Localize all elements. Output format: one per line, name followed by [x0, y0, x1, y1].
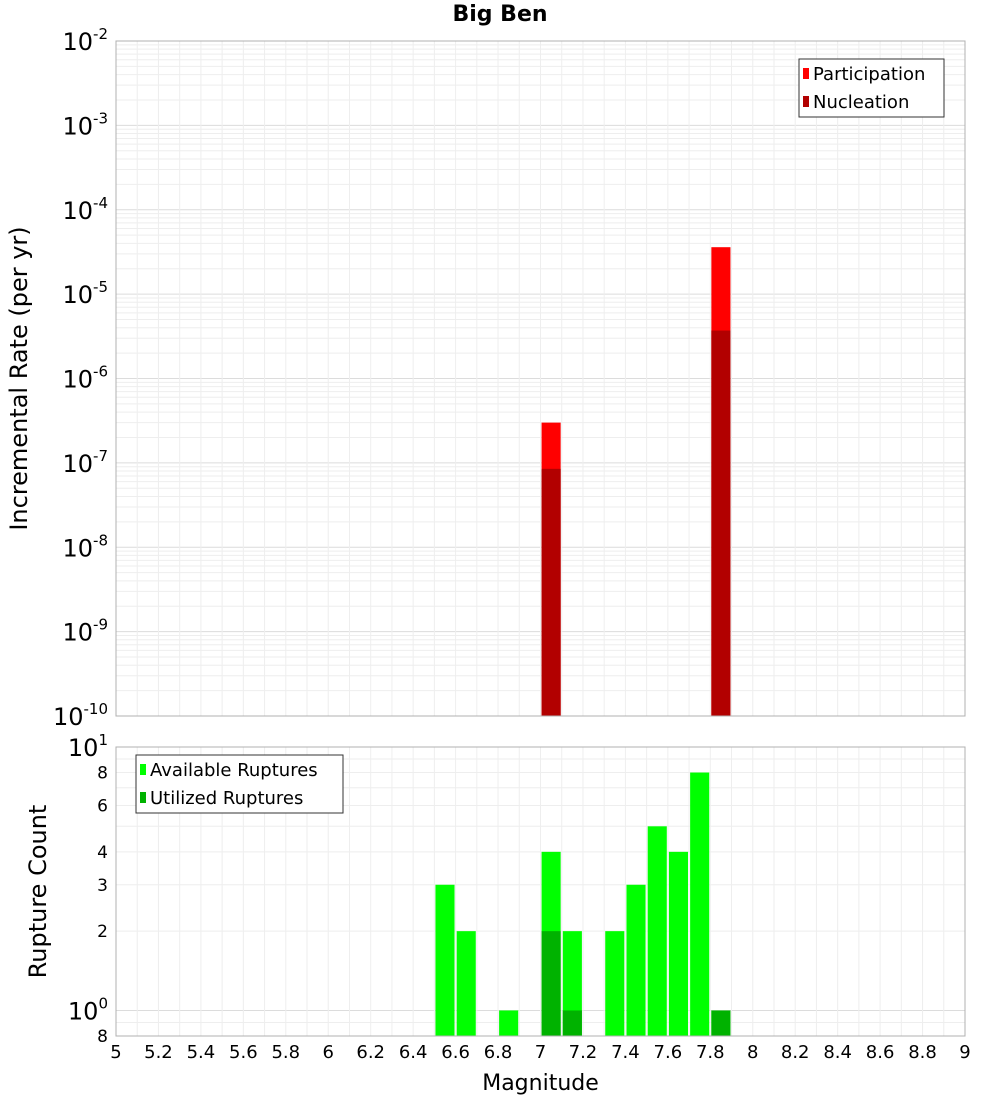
gridlines-0 [115, 40, 966, 717]
bar [456, 931, 476, 1036]
bar [541, 931, 561, 1036]
bar [605, 931, 625, 1036]
y-tick-label: 10-2 [62, 25, 108, 56]
bar [562, 1010, 582, 1036]
x-tick-label: 6.6 [441, 1042, 470, 1063]
legend-label: Nucleation [813, 92, 909, 113]
legend-swatch [803, 68, 809, 79]
y-tick-label: 10-4 [62, 194, 108, 225]
y-tick-label: 10-3 [62, 109, 108, 140]
x-tick-label: 7 [535, 1042, 546, 1063]
chart-title: Big Ben [452, 2, 548, 27]
x-tick-label: 7.6 [654, 1042, 683, 1063]
y-axis-label-0: Incremental Rate (per yr) [5, 226, 33, 530]
bar [435, 884, 455, 1036]
x-tick-label: 8.4 [823, 1042, 852, 1063]
y-axis-label-1: Rupture Count [24, 805, 52, 979]
bar [668, 851, 689, 1036]
legend-label: Utilized Ruptures [150, 788, 303, 809]
y-tick-label: 10-6 [62, 363, 108, 394]
bar [499, 1010, 519, 1036]
y-tick-label: 8 [97, 764, 108, 784]
bar [541, 468, 561, 716]
bar [690, 772, 710, 1036]
y-tick-label: 101 [68, 731, 108, 762]
legend-swatch [140, 764, 146, 775]
y-tick-label: 10-5 [62, 278, 108, 309]
y-tick-label: 8 [97, 1027, 108, 1047]
x-tick-label: 6.2 [356, 1042, 385, 1063]
x-tick-label: 7.4 [611, 1042, 640, 1063]
bar [562, 931, 582, 1036]
y-tick-label: 10-9 [62, 616, 108, 647]
x-tick-label: 7.2 [569, 1042, 598, 1063]
x-tick-label: 5.6 [229, 1042, 258, 1063]
y-tick-label: 3 [97, 876, 108, 896]
legend-label: Available Ruptures [150, 760, 318, 781]
x-tick-label: 8.2 [781, 1042, 810, 1063]
series-0-1 [541, 330, 731, 716]
bar [626, 884, 646, 1036]
x-tick-label: 5.4 [187, 1042, 216, 1063]
y-tick-label: 4 [97, 843, 108, 863]
x-tick-label: 8.6 [866, 1042, 895, 1063]
legend-label: Participation [813, 64, 925, 85]
y-tick-label: 10-7 [62, 447, 108, 478]
x-tick-label: 7.8 [696, 1042, 725, 1063]
x-tick-label: 8.8 [908, 1042, 937, 1063]
bar [711, 1010, 731, 1036]
y-ticks-0: 10-2 10-3 10-4 10-5 10-6 10-7 10-8 10-9 10-10 [53, 25, 108, 731]
y-tick-label: 10-8 [62, 531, 108, 562]
bar [711, 330, 731, 716]
plot-frame-1 [115, 746, 966, 1037]
y-tick-label: 2 [97, 922, 108, 942]
y-tick-label: 6 [97, 796, 108, 816]
x-tick-label: 8 [747, 1042, 758, 1063]
x-axis-label: Magnitude [482, 1071, 599, 1096]
legend-swatch [803, 96, 809, 107]
plot-frame-0 [115, 40, 966, 717]
legend-0: Participation Nucleation [798, 58, 945, 118]
legend-box [798, 58, 945, 118]
y-tick-label: 10-10 [53, 700, 108, 731]
bar [647, 826, 667, 1036]
x-tick-label: 6.8 [484, 1042, 513, 1063]
x-tick-label: 6 [323, 1042, 334, 1063]
legend-box [135, 754, 344, 814]
y-tick-label: 100 [68, 994, 108, 1025]
x-ticks: 5 5.2 5.4 5.6 5.8 6 6.2 6.4 6.6 6.8 7 7.2 7.4 7.6 7.8 8… [110, 1042, 970, 1063]
series-1-1 [541, 931, 731, 1036]
x-tick-label: 9 [959, 1042, 970, 1063]
x-tick-label: 5.8 [271, 1042, 300, 1063]
legend-1: Available Ruptures Utilized Ruptures [135, 754, 344, 814]
x-tick-label: 5 [110, 1042, 121, 1063]
legend-swatch [140, 792, 146, 803]
x-tick-label: 5.2 [144, 1042, 173, 1063]
x-tick-label: 6.4 [399, 1042, 428, 1063]
